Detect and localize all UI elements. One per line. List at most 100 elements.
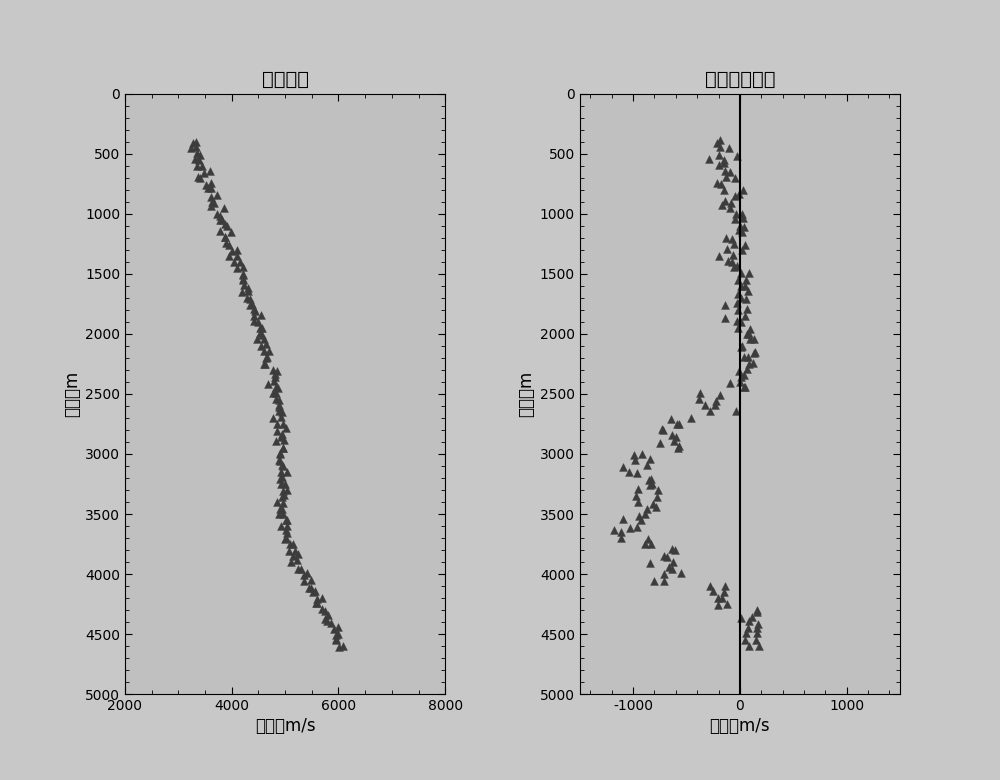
Point (285, 549, 301, 562)
Point (713, 178, 729, 190)
Point (656, 549, 672, 562)
Point (335, 640, 351, 652)
Point (219, 219, 235, 232)
Point (656, 575, 672, 587)
Point (212, 209, 228, 222)
Point (613, 532, 629, 544)
Point (290, 562, 306, 575)
Point (275, 508, 291, 520)
Point (226, 256, 242, 268)
Y-axis label: 深度，m: 深度，m (518, 370, 536, 417)
Point (254, 321, 270, 334)
Point (269, 425, 285, 438)
Title: 异常声波速度: 异常声波速度 (705, 70, 775, 89)
Point (717, 195, 733, 207)
Point (274, 459, 290, 472)
Point (737, 634, 753, 647)
Point (256, 333, 272, 346)
Point (269, 495, 285, 508)
Point (673, 566, 689, 579)
Point (718, 171, 734, 183)
Point (253, 309, 269, 321)
Point (206, 197, 222, 209)
Point (252, 322, 268, 335)
Point (257, 357, 273, 370)
Point (717, 299, 733, 311)
Point (621, 466, 637, 478)
Point (214, 214, 230, 226)
Point (265, 412, 281, 424)
Point (202, 165, 218, 178)
Point (716, 158, 732, 170)
Point (235, 273, 251, 285)
Point (278, 531, 294, 544)
Point (314, 603, 330, 615)
Point (666, 435, 682, 448)
Point (722, 166, 738, 179)
Point (708, 395, 724, 408)
Point (737, 239, 753, 251)
Point (267, 370, 283, 383)
Point (712, 140, 728, 153)
Point (664, 429, 680, 441)
Point (732, 376, 748, 388)
Point (733, 612, 749, 624)
Point (737, 280, 753, 292)
Point (198, 179, 214, 191)
Point (279, 519, 295, 532)
Point (279, 514, 295, 526)
Point (287, 544, 303, 557)
Point (667, 544, 683, 556)
Point (235, 261, 251, 274)
Point (729, 260, 745, 272)
Point (740, 622, 756, 634)
Point (268, 381, 284, 393)
Point (258, 338, 274, 350)
Point (683, 412, 699, 424)
Point (331, 640, 347, 653)
Point (192, 148, 208, 161)
Point (278, 513, 294, 526)
Point (717, 311, 733, 324)
Point (273, 466, 289, 478)
Point (217, 231, 233, 243)
Point (328, 634, 344, 647)
Point (270, 382, 286, 395)
Point (735, 212, 751, 225)
Point (716, 154, 732, 166)
Point (701, 153, 717, 165)
Point (728, 207, 744, 220)
Point (742, 333, 758, 346)
Point (273, 410, 289, 423)
Point (749, 603, 765, 615)
Point (328, 629, 344, 641)
Point (275, 442, 291, 455)
Point (714, 199, 730, 211)
Point (740, 285, 756, 298)
Point (724, 232, 740, 245)
Point (740, 351, 756, 363)
Point (305, 587, 321, 599)
Point (711, 159, 727, 172)
Point (731, 224, 747, 236)
Point (730, 274, 746, 286)
Point (661, 561, 677, 573)
Point (307, 584, 323, 597)
Point (278, 422, 294, 434)
Point (196, 167, 212, 179)
Point (735, 183, 751, 196)
Point (283, 555, 299, 568)
Point (705, 585, 721, 597)
Y-axis label: 深度，m: 深度，m (63, 370, 81, 417)
Point (719, 243, 735, 255)
Point (217, 218, 233, 231)
Point (265, 363, 281, 376)
Point (293, 562, 309, 575)
Point (190, 171, 206, 183)
Point (726, 238, 742, 250)
Point (646, 574, 662, 587)
Point (265, 387, 281, 399)
Point (724, 256, 740, 268)
Point (216, 202, 232, 215)
Point (285, 537, 301, 550)
